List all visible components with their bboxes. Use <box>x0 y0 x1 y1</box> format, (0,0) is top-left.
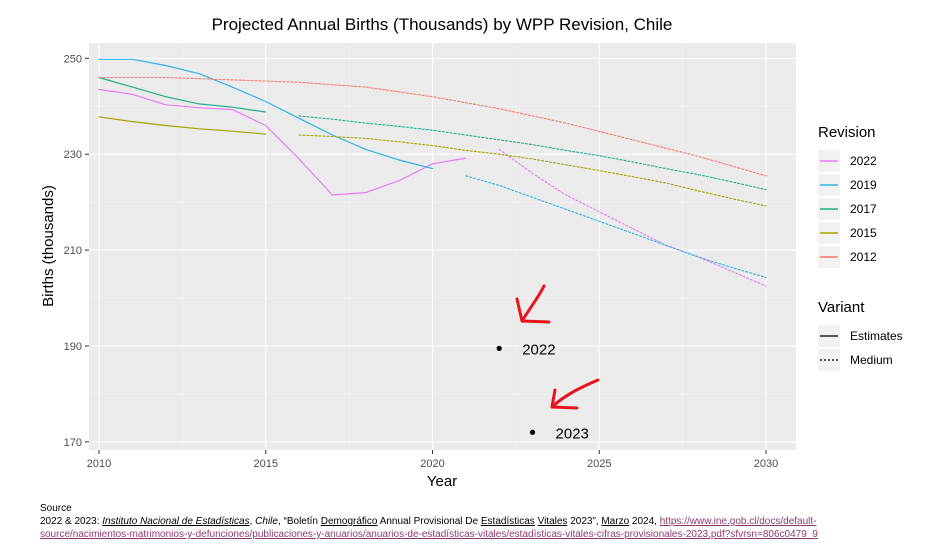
x-axis-title: Year <box>427 473 457 490</box>
data-point-2023 <box>529 429 536 435</box>
annotation-layer <box>515 284 600 410</box>
legend-variant-items: Estimates Medium <box>818 325 903 371</box>
source-middle-b: Annual Provisional De <box>377 516 481 527</box>
source-institute: Instituto Nacional de Estadísticas <box>102 516 250 527</box>
legend-label-estimates: Estimates <box>850 329 903 343</box>
source-heading: Source <box>40 503 72 514</box>
series-line-2015-medium <box>298 134 767 207</box>
red-arrow-2023 <box>550 378 600 410</box>
legend-label-medium: Medium <box>850 353 893 367</box>
series-line-2019-medium <box>465 175 767 278</box>
source-prefix: 2022 & 2023: <box>40 516 103 527</box>
source-middle-a: , “Boletín <box>277 516 321 527</box>
source-citation: 2022 & 2023: Instituto Nacional de Estad… <box>40 515 940 528</box>
y-tick-label: 190 <box>64 341 82 353</box>
y-tick-label: 210 <box>64 245 82 257</box>
legend-label-2017: 2017 <box>850 202 877 216</box>
plot-panel <box>89 43 796 450</box>
source-url-row: source/nacimientos-matrimonios-y-defunci… <box>40 528 940 541</box>
x-tick-label: 2030 <box>754 458 778 470</box>
legend-revision-items: 2022 2019 2017 2015 2012 <box>818 150 877 268</box>
source-word-marzo: Marzo <box>601 516 630 527</box>
series-line-2019-estimates <box>98 58 434 170</box>
source-country: Chile <box>255 516 278 527</box>
red-arrow-2022 <box>515 284 551 324</box>
chart-title: Projected Annual Births (Thousands) by W… <box>212 15 673 34</box>
legend-variant-title: Variant <box>818 299 865 316</box>
data-point-2022 <box>496 345 502 351</box>
series-line-2017-medium <box>298 115 767 191</box>
source-word-demografico: Demográfico <box>320 516 378 527</box>
legend-label-2022: 2022 <box>850 154 877 168</box>
points-layer: 2022 2023 <box>496 341 589 442</box>
source-middle-d: 2024, <box>629 516 660 527</box>
x-tick-label: 2015 <box>254 458 278 470</box>
series-line-2012-medium <box>98 76 767 177</box>
x-axis-ticks: 2010 2015 2020 2025 2030 <box>87 450 778 470</box>
grid-minor <box>89 43 796 450</box>
series-line-2022-medium <box>498 148 767 287</box>
series-line-2022-estimates <box>98 88 467 196</box>
source-url-line2[interactable]: source/nacimientos-matrimonios-y-defunci… <box>40 529 818 540</box>
legend-label-2015: 2015 <box>850 226 877 240</box>
y-axis-title: Births (thousands) <box>40 185 57 307</box>
legend-revision-title: Revision <box>818 124 876 141</box>
source-word-estadisticas: Estadísticas <box>480 516 535 527</box>
series-line-2017-estimates <box>98 76 267 113</box>
legend-label-2019: 2019 <box>850 178 877 192</box>
y-tick-label: 170 <box>64 437 82 449</box>
legend-label-2012: 2012 <box>850 250 877 264</box>
data-point-label-2023: 2023 <box>556 425 589 442</box>
x-tick-label: 2025 <box>587 458 611 470</box>
source-middle-c: 2023”, <box>567 516 602 527</box>
x-tick-label: 2020 <box>420 458 444 470</box>
legend: Revision 2022 2019 2017 2015 2012 Variant Es… <box>818 124 903 371</box>
series-line-2015-estimates <box>98 116 267 135</box>
x-tick-label: 2010 <box>87 458 111 470</box>
series-layer <box>98 58 767 287</box>
data-point-label-2022: 2022 <box>522 341 555 358</box>
chart: Projected Annual Births (Thousands) by W… <box>40 15 903 490</box>
source-note: Source 2022 & 2023: Instituto Nacional d… <box>40 502 940 541</box>
source-sep: , <box>249 516 256 527</box>
source-url-line1[interactable]: https://www.ine.gob.cl/docs/default- <box>659 516 817 527</box>
source-word-vitales: Vitales <box>537 516 568 527</box>
y-tick-label: 250 <box>64 53 82 65</box>
y-axis-ticks: 170 190 210 230 250 <box>64 53 89 449</box>
y-tick-label: 230 <box>64 149 82 161</box>
grid-major <box>89 43 796 450</box>
